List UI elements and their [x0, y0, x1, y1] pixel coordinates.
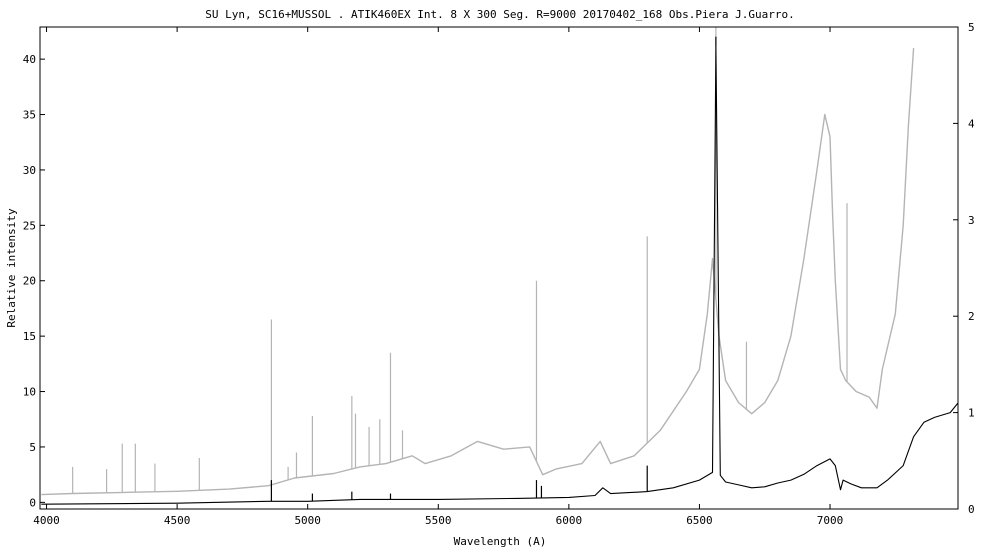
y-left-tick-label-3: 15	[23, 330, 36, 343]
x-tick-label-1: 4500	[164, 514, 191, 527]
series-1-line	[41, 45, 958, 505]
series-0-line	[41, 48, 915, 496]
y-right-tick-label-4: 4	[968, 117, 975, 130]
y-left-tick-label-1: 5	[29, 441, 36, 454]
x-tick-label-3: 5500	[425, 514, 452, 527]
y-left-tick-label-6: 30	[23, 164, 36, 177]
plot-area	[41, 27, 958, 505]
y-left-tick-label-7: 35	[23, 109, 36, 122]
x-tick-label-2: 5000	[294, 514, 321, 527]
y-left-tick-label-8: 40	[23, 53, 36, 66]
x-tick-label-4: 6000	[556, 514, 583, 527]
y-right-tick-label-1: 1	[968, 407, 975, 420]
x-tick-label-5: 6500	[686, 514, 713, 527]
plot-frame	[39, 26, 959, 510]
x-axis-label: Wavelength (A)	[454, 535, 547, 548]
y-axis-label: Relative intensity	[5, 208, 18, 328]
y-right-tick-label-5: 5	[968, 21, 975, 34]
y-left-tick-label-5: 25	[23, 219, 36, 232]
y-left-tick-label-0: 0	[29, 496, 36, 509]
chart-title: SU Lyn, SC16+MUSSOL . ATIK460EX Int. 8 X…	[205, 8, 794, 21]
series-layer	[41, 27, 958, 505]
y-left-tick-label-2: 10	[23, 386, 36, 399]
axes-layer: 4000 4500 5000 5500 6000 6500 7000051015202530…	[23, 21, 975, 527]
x-tick-label-6: 7000	[817, 514, 844, 527]
y-right-tick-label-3: 3	[968, 214, 975, 227]
y-right-tick-label-0: 0	[968, 503, 975, 516]
y-left-tick-label-4: 20	[23, 275, 36, 288]
x-tick-label-0: 4000	[33, 514, 60, 527]
y-right-tick-label-2: 2	[968, 310, 975, 323]
